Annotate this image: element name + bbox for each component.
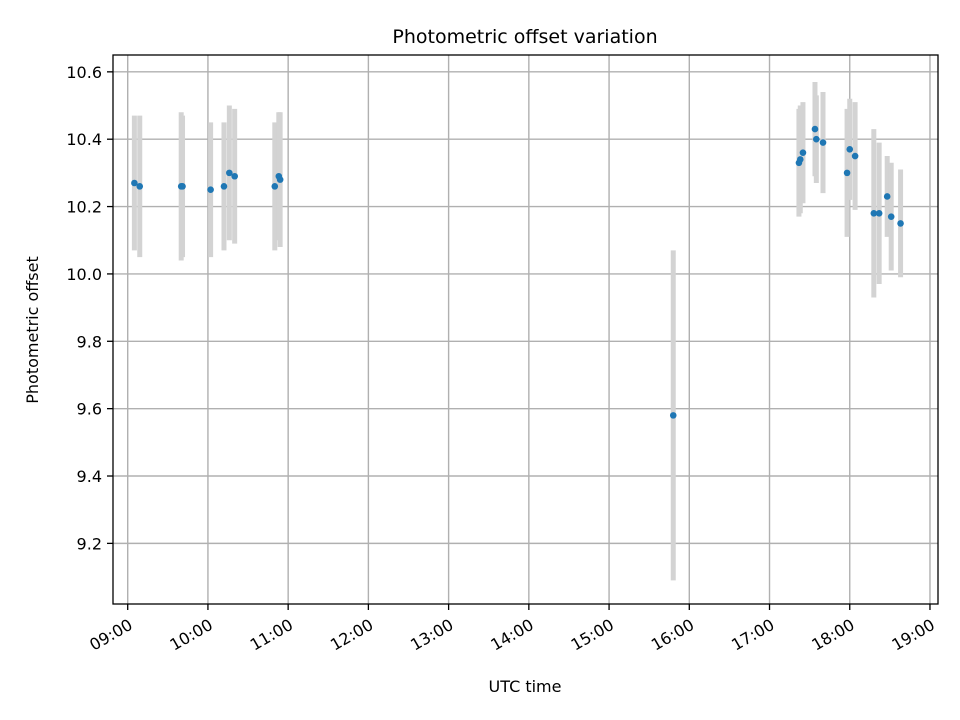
x-tick-label: 11:00 (247, 615, 296, 655)
x-axis-ticks: 09:00 10:00 11:00 12:00 13:00 14:00 15:00 16:00… (86, 604, 938, 655)
x-tick-label: 13:00 (407, 615, 456, 655)
data-points (131, 125, 904, 419)
y-axis-title: Photometric offset (23, 256, 42, 404)
grid (113, 55, 938, 604)
data-point (819, 139, 827, 146)
y-tick-label: 10.2 (66, 198, 102, 217)
x-axis-title: UTC time (489, 677, 562, 696)
x-tick-label: 19:00 (889, 615, 938, 655)
data-point (796, 156, 804, 163)
data-point (231, 172, 238, 180)
x-tick-label: 10:00 (167, 615, 216, 655)
y-tick-label: 9.4 (77, 467, 102, 486)
data-point (887, 213, 895, 220)
data-point (220, 183, 228, 190)
data-point (131, 179, 138, 187)
data-point (271, 183, 279, 190)
x-tick-label: 09:00 (86, 615, 135, 655)
y-tick-label: 9.2 (77, 534, 102, 553)
data-point (851, 152, 859, 160)
chart-title: Photometric offset variation (392, 26, 657, 48)
y-tick-label: 9.6 (77, 400, 102, 419)
x-tick-label: 12:00 (327, 615, 376, 655)
y-axis-ticks: 9.2 9.4 9.6 9.8 10.0 10.2 10.4 10.6 (66, 63, 113, 553)
y-tick-label: 10.4 (66, 130, 102, 149)
data-point (813, 135, 820, 143)
data-point (897, 220, 904, 227)
data-point (875, 210, 883, 217)
data-point (226, 169, 233, 177)
y-tick-label: 10.0 (66, 265, 102, 284)
data-point (276, 176, 284, 183)
data-point (846, 146, 854, 153)
x-tick-label: 18:00 (808, 615, 857, 655)
x-tick-label: 14:00 (487, 615, 536, 655)
x-tick-label: 15:00 (568, 615, 617, 655)
data-point (179, 183, 186, 190)
y-tick-label: 9.8 (77, 332, 102, 351)
data-point (669, 412, 677, 419)
x-tick-label: 16:00 (648, 615, 697, 655)
error-bars (131, 81, 904, 581)
data-point (843, 169, 851, 177)
data-point (811, 125, 819, 133)
x-tick-label: 17:00 (728, 615, 777, 655)
data-point (870, 210, 878, 217)
data-point (136, 183, 144, 190)
data-point (207, 186, 214, 194)
plot-frame (112, 54, 939, 605)
data-point (799, 149, 807, 156)
data-point (883, 193, 891, 200)
y-tick-label: 10.6 (66, 63, 102, 82)
